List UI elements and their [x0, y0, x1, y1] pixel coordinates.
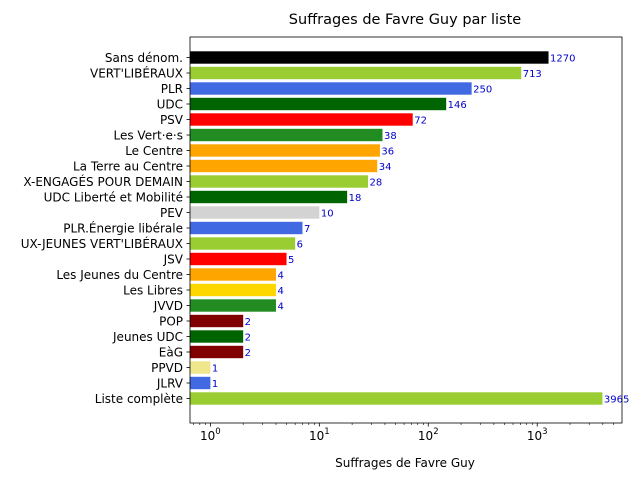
bar	[190, 82, 472, 95]
x-tick-label: 103	[527, 427, 548, 443]
y-tick-label: PLR.Énergie libérale	[63, 220, 183, 235]
y-tick-label: UDC Liberté et Mobilité	[44, 190, 183, 204]
bar	[190, 376, 211, 390]
data-label: 28	[370, 178, 383, 189]
bar	[190, 361, 211, 374]
data-label: 250	[473, 85, 492, 96]
bar	[190, 175, 369, 188]
y-tick-label: UX-JEUNES VERT'LIBÉRAUX	[21, 236, 183, 251]
bar	[190, 66, 522, 80]
x-tick-label: 102	[418, 427, 439, 443]
bar	[190, 268, 276, 281]
bar	[190, 113, 413, 126]
bar	[190, 97, 447, 111]
data-label: 36	[381, 147, 394, 158]
data-label: 713	[523, 69, 542, 80]
bar	[190, 392, 603, 405]
y-tick-label: Le Centre	[125, 144, 183, 158]
chart-title: Suffrages de Favre Guy par liste	[289, 12, 521, 28]
bar	[190, 330, 244, 343]
data-label: 34	[379, 162, 392, 173]
y-tick-label: JLRV	[156, 376, 184, 390]
y-tick-label: PSV	[160, 113, 184, 127]
y-tick-label: PEV	[160, 206, 184, 220]
y-tick-label: Jeunes UDC	[112, 330, 183, 344]
data-label: 72	[414, 116, 427, 127]
y-tick-label: JVVD	[153, 299, 183, 313]
data-label: 1	[212, 364, 218, 375]
y-tick-label: Sans dénom.	[105, 51, 183, 65]
y-tick-label: PLR	[161, 82, 183, 96]
x-tick-label: 100	[200, 427, 221, 443]
y-tick-label: Les Jeunes du Centre	[56, 268, 183, 282]
data-label: 146	[448, 100, 467, 111]
data-label: 1270	[550, 54, 575, 65]
bar	[190, 345, 244, 359]
bar	[190, 190, 348, 204]
data-label: 6	[297, 240, 303, 251]
y-tick-label: POP	[159, 314, 183, 328]
data-label: 4	[277, 286, 283, 297]
bar	[190, 299, 276, 312]
data-label: 4	[277, 271, 283, 282]
bar	[190, 51, 549, 64]
y-tick-label: Les Vert·e·s	[114, 128, 184, 142]
data-label: 4	[277, 302, 283, 313]
bar	[190, 314, 244, 328]
bar	[190, 221, 303, 235]
bar	[190, 206, 320, 219]
bar	[190, 283, 276, 297]
data-label: 1	[212, 379, 218, 390]
y-tick-label: PPVD	[151, 361, 183, 375]
bar	[190, 237, 296, 250]
y-tick-label: JSV	[163, 252, 184, 266]
y-tick-label: La Terre au Centre	[73, 159, 183, 173]
bar	[190, 159, 378, 173]
data-label: 2	[245, 333, 251, 344]
data-label: 7	[304, 224, 310, 235]
bar	[190, 144, 380, 157]
x-tick-label: 101	[309, 427, 330, 443]
data-label: 2	[245, 317, 251, 328]
y-tick-label: UDC	[157, 97, 183, 111]
data-label: 2	[245, 348, 251, 359]
bar	[190, 252, 287, 266]
data-label: 5	[288, 255, 294, 266]
x-axis-label: Suffrages de Favre Guy	[335, 456, 475, 470]
plot-frame	[189, 36, 623, 424]
y-tick-label: VERT'LIBÉRAUX	[90, 65, 183, 80]
bar	[190, 128, 383, 142]
y-tick-label: X-ENGAGÉS POUR DEMAIN	[23, 174, 183, 189]
data-label: 10	[321, 209, 334, 220]
data-label: 38	[384, 131, 397, 142]
plot-area: Sans dénom. 1270 VERT'LIBÉRAUX 713 PLR 250 UDC…	[21, 36, 629, 443]
data-label: 3965	[604, 395, 629, 406]
y-tick-label: Liste complète	[95, 392, 183, 406]
data-label: 18	[349, 193, 362, 204]
y-tick-label: EàG	[159, 345, 183, 359]
y-tick-label: Les Libres	[123, 283, 183, 297]
